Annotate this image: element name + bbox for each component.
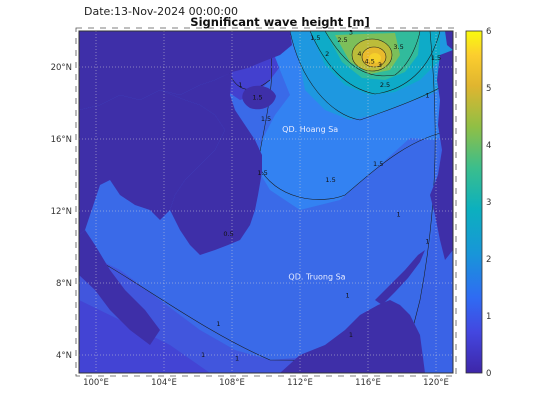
x-tick-label: 116°E xyxy=(355,378,381,388)
colorbar-tick-label: 6 xyxy=(486,27,491,37)
colorbar xyxy=(465,30,483,374)
contour-label: 1 xyxy=(216,320,220,328)
contour-label: 1 xyxy=(201,351,205,359)
contour-label: 0.5 xyxy=(223,230,233,238)
map-frame-outer xyxy=(75,27,457,377)
contour-label: 3 xyxy=(349,29,353,37)
map-grid xyxy=(79,31,453,373)
y-tick-label: 12°N xyxy=(51,207,72,217)
contour-label: 2 xyxy=(325,50,329,58)
contour-label: 1 xyxy=(238,81,242,89)
contour-label: 1 xyxy=(397,210,401,218)
colorbar-tick-label: 3 xyxy=(486,198,491,208)
contour-label: 2.5 xyxy=(337,36,347,44)
land-hainan xyxy=(242,85,276,110)
place-label: QD. Hoang Sa xyxy=(282,125,338,134)
y-axis: 20°N 16°N 12°N 8°N 4°N xyxy=(51,63,72,361)
land-indochina xyxy=(79,90,225,235)
land-palawan xyxy=(375,250,425,305)
x-tick-label: 104°E xyxy=(151,378,177,388)
y-tick-label: 8°N xyxy=(56,279,72,289)
place-label: QD. Truong Sa xyxy=(288,272,345,281)
contour-label: 4 xyxy=(357,50,361,58)
colorbar-ticks: 0 1 2 3 4 5 6 xyxy=(486,27,491,379)
contour-label: 1.5 xyxy=(310,34,320,42)
colorbar-tick-label: 4 xyxy=(486,141,491,151)
land-china xyxy=(79,31,292,110)
map-title: Significant wave height [m] xyxy=(190,15,370,29)
contour-label: 1 xyxy=(346,291,350,299)
contour-labels: 1.522.533.544.5 32.51.5111.51.51.51.51.51… xyxy=(201,29,441,363)
contour-label: 1 xyxy=(425,237,429,245)
contour-label: 1 xyxy=(425,92,429,100)
contour-label: 4.5 xyxy=(365,57,375,65)
land-malay-peninsula xyxy=(79,230,160,345)
land-philippines xyxy=(430,50,453,260)
land-taiwan xyxy=(445,31,453,50)
contour-label: 3.5 xyxy=(393,43,403,51)
land-vietnam xyxy=(160,72,262,255)
place-labels: QD. Hoang Sa QD. Truong Sa xyxy=(282,125,345,282)
x-axis: 100°E 104°E 108°E 112°E 116°E 120°E xyxy=(83,378,449,388)
contour-label: 1.5 xyxy=(257,169,267,177)
date-label: Date:13-Nov-2024 00:00:00 xyxy=(84,5,238,18)
x-tick-label: 120°E xyxy=(423,378,449,388)
contour-lines xyxy=(79,31,453,373)
contour-fill-peak xyxy=(369,53,381,63)
contour-label: 1 xyxy=(349,331,353,339)
contour-label: 1.5 xyxy=(325,176,335,184)
contour-label: 2.5 xyxy=(380,81,390,89)
colorbar-tick-label: 0 xyxy=(486,369,491,379)
colorbar-tick-label: 5 xyxy=(486,84,491,94)
colorbar-tick-label: 1 xyxy=(486,312,491,322)
x-tick-label: 112°E xyxy=(287,378,313,388)
colorbar-tick-label: 2 xyxy=(486,255,491,265)
map-frame xyxy=(78,30,454,374)
y-tick-label: 16°N xyxy=(51,135,72,145)
x-tick-label: 108°E xyxy=(219,378,245,388)
contour-label: 1.5 xyxy=(252,93,262,101)
contour-label: 1.5 xyxy=(431,54,441,62)
y-tick-label: 4°N xyxy=(56,351,72,361)
contour-label: 1.5 xyxy=(261,115,271,123)
y-tick-label: 20°N xyxy=(51,63,72,73)
contour-label: 1 xyxy=(235,354,239,362)
x-tick-label: 100°E xyxy=(83,378,109,388)
contour-label: 3 xyxy=(378,61,382,69)
contour-label: 1.5 xyxy=(373,160,383,168)
